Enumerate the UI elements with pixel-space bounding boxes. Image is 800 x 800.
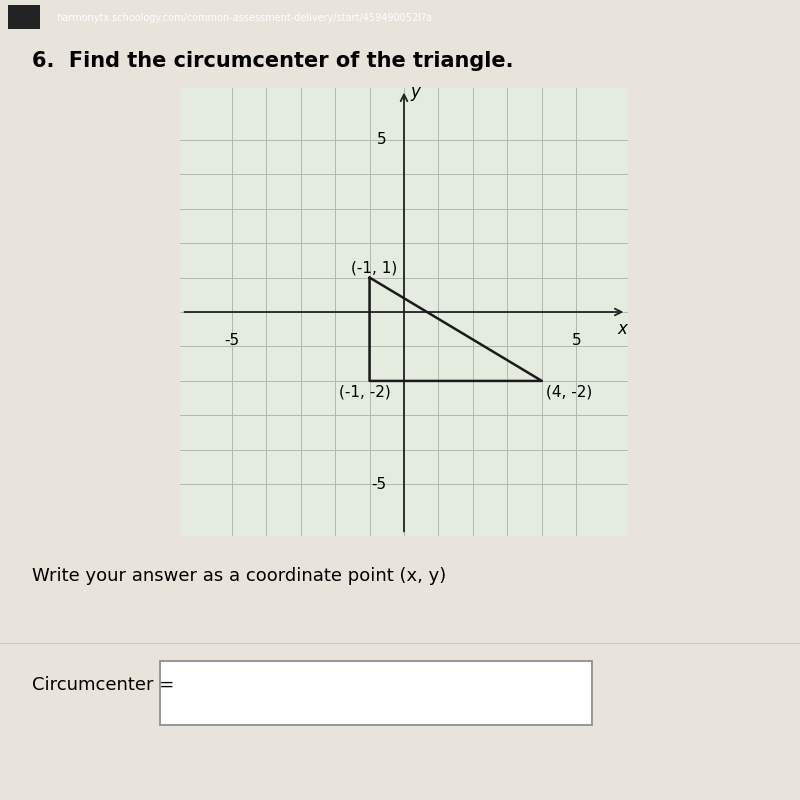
Text: 6.  Find the circumcenter of the triangle.: 6. Find the circumcenter of the triangle…: [32, 51, 514, 71]
Text: (-1, 1): (-1, 1): [350, 260, 397, 275]
FancyBboxPatch shape: [160, 661, 592, 725]
FancyBboxPatch shape: [8, 5, 40, 29]
Text: 5: 5: [571, 333, 581, 348]
Text: x: x: [618, 320, 628, 338]
Text: Circumcenter =: Circumcenter =: [32, 676, 174, 694]
Text: y: y: [410, 83, 420, 101]
Text: Write your answer as a coordinate point (x, y): Write your answer as a coordinate point …: [32, 567, 446, 586]
Text: harmonytx.schoology.com/common-assessment-delivery/start/459490052l?a: harmonytx.schoology.com/common-assessmen…: [56, 14, 432, 23]
Text: (4, -2): (4, -2): [546, 385, 592, 399]
Text: (-1, -2): (-1, -2): [338, 385, 390, 399]
Text: -5: -5: [372, 477, 386, 492]
Text: -5: -5: [224, 333, 239, 348]
Text: 5: 5: [377, 132, 386, 147]
